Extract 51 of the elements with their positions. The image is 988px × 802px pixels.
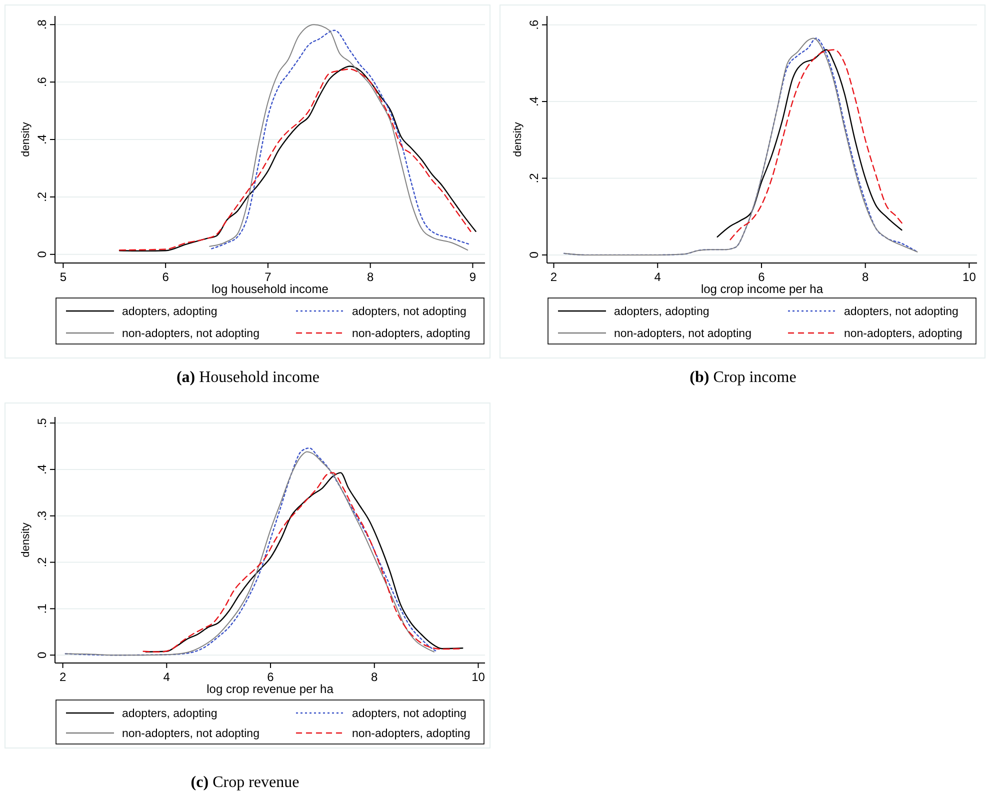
y-tick-label: .2 <box>35 192 49 202</box>
x-tick-label: 8 <box>862 270 869 284</box>
legend-label: adopters, adopting <box>614 306 710 318</box>
y-tick-label: 0 <box>35 250 49 258</box>
x-axis-title: log crop revenue per ha <box>206 682 334 696</box>
x-tick-label: 4 <box>163 670 170 684</box>
x-axis-title: log crop income per ha <box>700 282 824 296</box>
x-tick-label: 8 <box>366 270 374 284</box>
x-tick-label: 7 <box>264 270 272 284</box>
x-tick-label: 6 <box>267 670 274 684</box>
text: (b) Crop income <box>690 369 796 386</box>
y-tick-label: .8 <box>35 19 49 30</box>
y-tick-label: .2 <box>527 172 541 184</box>
x-tick-label: 10 <box>472 670 486 684</box>
y-tick-label: .4 <box>35 134 49 145</box>
legend-label: non-adopters, adopting <box>352 328 470 340</box>
x-tick-label: 10 <box>962 270 976 284</box>
y-axis-title: density <box>20 522 32 558</box>
y-tick-label: .5 <box>35 418 49 428</box>
text: (c) Crop revenue <box>190 774 300 791</box>
x-tick-label: 4 <box>654 270 662 284</box>
legend-label: non-adopters, not adopting <box>122 328 260 340</box>
legend-label: non-adopters, not adopting <box>122 728 260 740</box>
y-tick-label: .4 <box>35 464 49 474</box>
y-tick-label: 0 <box>527 251 541 258</box>
x-tick-label: 8 <box>371 670 378 684</box>
legend-label: adopters, adopting <box>122 306 218 318</box>
x-axis-title: log household income <box>212 282 329 296</box>
legend-label: adopters, not adopting <box>352 306 466 318</box>
x-tick-label: 6 <box>162 270 170 284</box>
legend-label: non-adopters, adopting <box>844 328 962 340</box>
x-tick-label: 6 <box>758 270 766 284</box>
y-tick-label: .1 <box>35 603 49 614</box>
legend-label: non-adopters, adopting <box>352 728 470 740</box>
text: (a) Household income <box>176 369 320 386</box>
x-tick-label: 9 <box>469 270 476 284</box>
y-tick-label: 0 <box>35 651 49 658</box>
legend-label: adopters, adopting <box>122 708 218 720</box>
y-tick-label: .3 <box>35 510 49 521</box>
y-tick-label: .6 <box>35 76 49 88</box>
y-tick-label: .4 <box>527 96 541 107</box>
legend-label: adopters, not adopting <box>352 708 466 720</box>
x-tick-label: 2 <box>550 270 558 284</box>
y-axis-title: density <box>20 122 32 157</box>
y-tick-label: .6 <box>527 19 541 30</box>
legend-label: non-adopters, not adopting <box>614 328 752 340</box>
x-tick-label: 2 <box>59 670 66 684</box>
y-axis-title: density <box>512 122 524 157</box>
legend-label: adopters, not adopting <box>844 306 958 318</box>
y-tick-label: .2 <box>35 556 49 568</box>
x-tick-label: 5 <box>60 270 67 284</box>
